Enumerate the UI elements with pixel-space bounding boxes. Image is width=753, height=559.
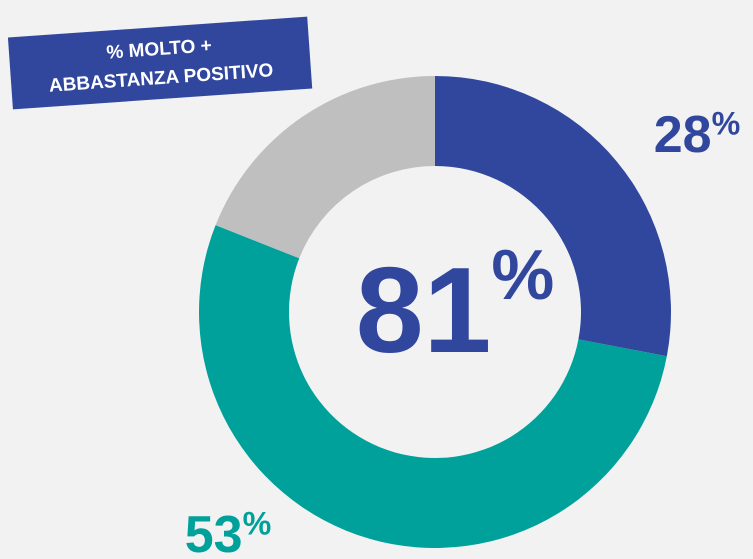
annotation-bg: [7, 16, 313, 110]
donut-segment: [215, 76, 435, 259]
value-label: 28%: [654, 105, 741, 164]
donut-segment: [435, 76, 671, 357]
annotation-box: % MOLTO + ABBASTANZA POSITIVO: [7, 16, 313, 110]
value-label: 53%: [185, 505, 272, 559]
donut-segment: [198, 225, 667, 549]
center-label: 81%: [356, 235, 555, 378]
